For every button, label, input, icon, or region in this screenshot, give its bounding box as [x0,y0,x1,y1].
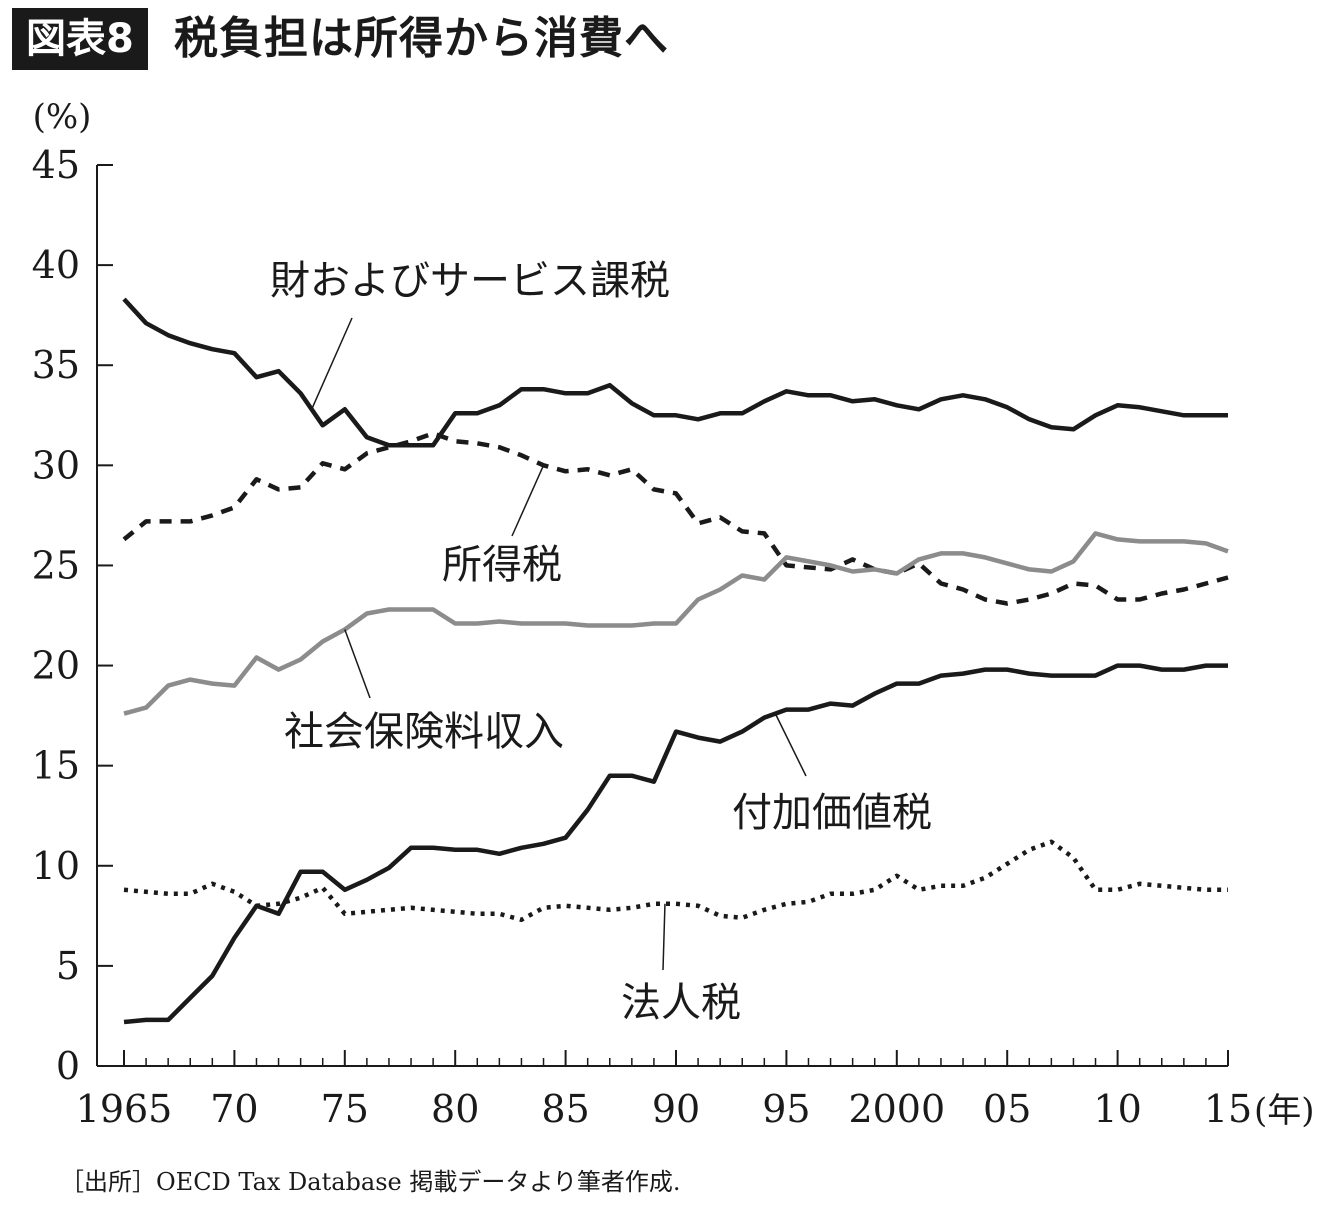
annotation-leader-line [310,317,353,410]
y-tick-label: 25 [32,543,80,587]
series-line-3 [123,663,1228,1025]
y-tick-label: 10 [32,844,80,888]
series-line-1 [122,431,1229,606]
y-tick-label: 30 [32,443,80,487]
annotation-label: 所得税 [442,542,562,588]
annotation-label: 財およびサービス課税 [270,258,670,304]
y-tick-label: 45 [32,143,80,187]
series-line-2 [123,531,1229,716]
y-tick-label: 5 [56,944,80,988]
x-tick-label: 2000 [848,1087,945,1131]
annotation-leader-line [662,903,666,971]
x-tick-label: 85 [541,1087,589,1131]
series-line-0 [122,297,1228,448]
y-tick-label: 40 [32,243,80,287]
y-tick-label: 15 [32,744,80,788]
y-tick-label: 20 [32,644,80,688]
x-tick-label: 15 [1204,1087,1252,1131]
x-tick-label: 90 [652,1087,700,1131]
x-tick-label: 80 [431,1087,479,1131]
source-note: ［出所］OECD Tax Database 掲載データより筆者作成. [60,1168,681,1196]
y-axis-unit-label: (%) [33,97,92,137]
x-tick-label: 10 [1093,1087,1141,1131]
chart-series-lines [122,297,1229,1025]
annotation-label: 付加価値税 [732,790,932,836]
x-axis-unit-label: (年) [1254,1091,1315,1131]
annotation-leader-line [511,465,545,537]
series-line-4 [123,839,1228,923]
x-tick-label: 05 [983,1087,1031,1131]
x-tick-label: 75 [321,1087,369,1131]
annotation-label: 法人税 [621,980,741,1026]
annotation-label: 社会保険料収入 [284,709,564,755]
annotation-leader-line [344,629,371,699]
x-tick-label: 1965 [76,1087,173,1131]
annotation-leader-line [774,713,807,777]
y-tick-label: 35 [32,343,80,387]
x-tick-label: 95 [762,1087,810,1131]
y-tick-label: 0 [56,1044,80,1088]
x-tick-label: 70 [210,1087,258,1131]
figure-title: 税負担は所得から消費へ [174,13,669,64]
figure-number-badge: 図表8 [12,8,148,70]
